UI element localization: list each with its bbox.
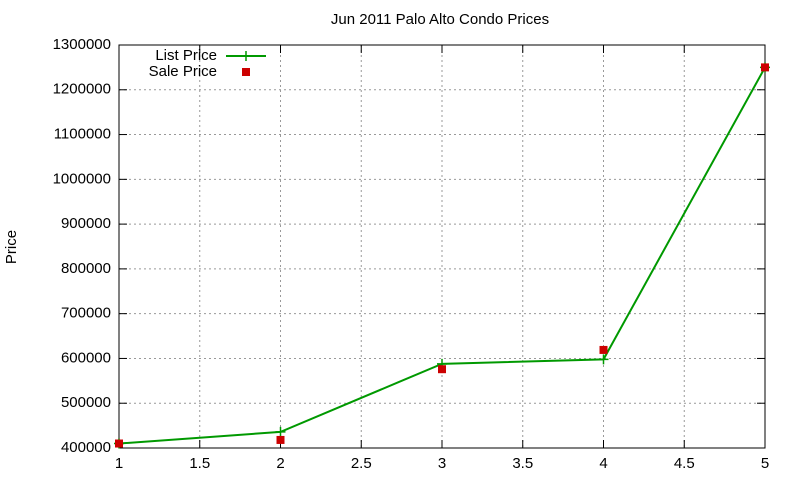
point bbox=[599, 345, 608, 354]
legend-label: Sale Price bbox=[149, 63, 217, 80]
point bbox=[276, 435, 285, 444]
y-tick-label: 900000 bbox=[61, 215, 111, 232]
x-tick-label: 3.5 bbox=[512, 455, 533, 472]
chart-title: Jun 2011 Palo Alto Condo Prices bbox=[331, 11, 549, 28]
point bbox=[115, 439, 123, 448]
x-tick-label: 1 bbox=[115, 455, 123, 472]
x-tick-label: 2 bbox=[276, 455, 284, 472]
y-tick-label: 1300000 bbox=[53, 36, 111, 53]
y-tick-label: 1000000 bbox=[53, 170, 111, 187]
y-tick-label: 500000 bbox=[61, 394, 111, 411]
legend-marker bbox=[242, 68, 250, 76]
y-tick-label: 600000 bbox=[61, 349, 111, 366]
x-tick-label: 4 bbox=[599, 455, 607, 472]
point bbox=[275, 426, 286, 437]
legend-label: List Price bbox=[155, 47, 217, 64]
x-tick-label: 5 bbox=[761, 455, 769, 472]
y-tick-label: 1100000 bbox=[54, 126, 111, 143]
y-axis-label: Price bbox=[3, 230, 20, 264]
plot-frame bbox=[118, 44, 766, 449]
x-tick-label: 4.5 bbox=[674, 455, 695, 472]
y-tick-label: 400000 bbox=[61, 439, 111, 456]
x-tick-label: 2.5 bbox=[351, 455, 372, 472]
point bbox=[438, 365, 446, 374]
y-tick-label: 800000 bbox=[61, 260, 111, 277]
x-tick-label: 1.5 bbox=[189, 455, 210, 472]
legend-marker bbox=[241, 51, 251, 61]
x-tick-label: 3 bbox=[438, 455, 446, 472]
point bbox=[598, 354, 609, 365]
y-tick-label: 1200000 bbox=[53, 81, 111, 98]
point bbox=[761, 63, 769, 72]
y-tick-label: 700000 bbox=[61, 305, 111, 322]
